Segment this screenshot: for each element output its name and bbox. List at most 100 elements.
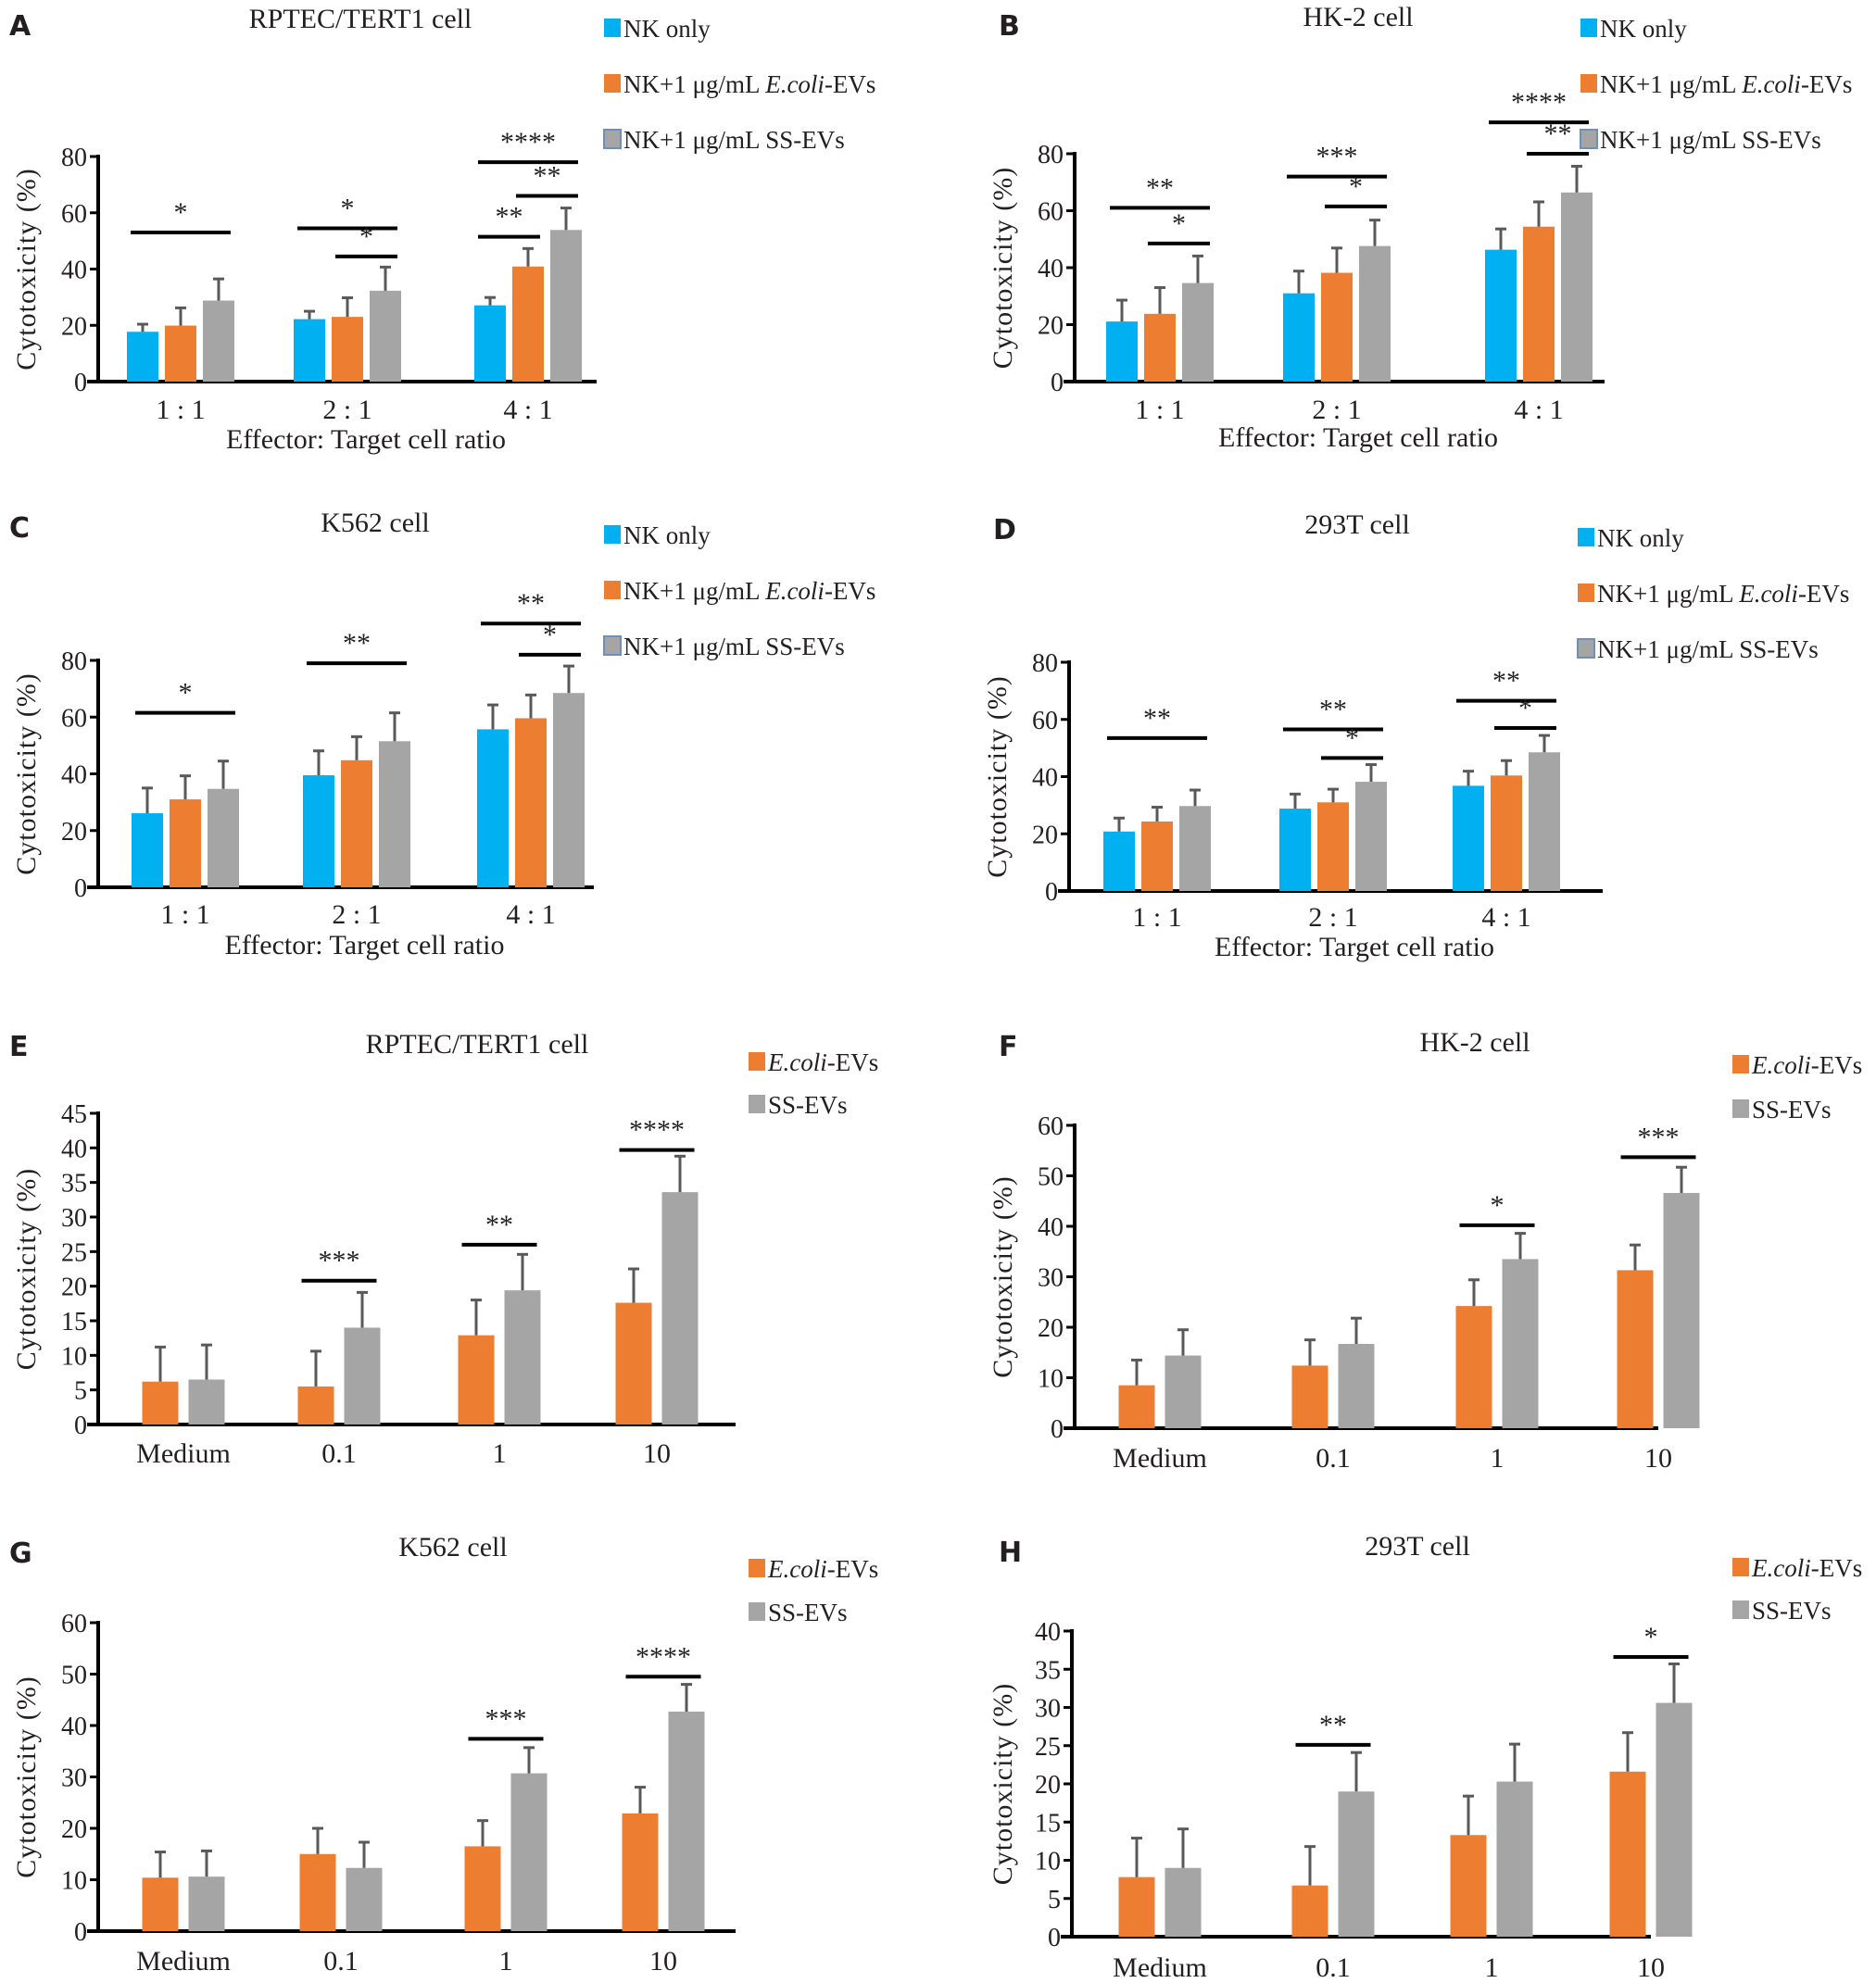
legend-label-italic: E.coli <box>1741 70 1801 98</box>
legend-swatch-nk_only <box>604 19 621 37</box>
legend-swatch-ss <box>1577 638 1595 659</box>
x-tick-label: 1 : 1 <box>160 899 209 930</box>
bar <box>615 1302 652 1424</box>
bar <box>1529 752 1560 891</box>
legend-label: SS-EVs <box>768 1091 848 1119</box>
significance-label: ** <box>485 1210 513 1240</box>
x-tick-label: 1 <box>499 1946 513 1977</box>
y-tick-label: 60 <box>1038 1112 1064 1141</box>
significance-label: ** <box>1146 172 1174 203</box>
significance-label: **** <box>636 1641 691 1672</box>
x-axis-title: Effector: Target cell ratio <box>225 930 505 960</box>
legend-swatch-ss <box>749 1095 765 1113</box>
bar <box>379 741 410 887</box>
x-tick-label: Medium <box>1113 1443 1207 1474</box>
legend: E.coli-EVs SS-EVs <box>1732 1554 1862 1625</box>
bar <box>332 317 363 382</box>
legend-swatch-ss <box>603 635 622 656</box>
significance-label: * <box>1644 1622 1658 1652</box>
bar <box>127 332 158 382</box>
legend-label-suffix: -EVs <box>827 1048 879 1076</box>
y-tick-label: 20 <box>61 1815 87 1844</box>
legend: E.coli-EVs SS-EVs <box>749 1555 878 1626</box>
y-tick-label: 10 <box>61 1867 87 1896</box>
legend-swatch-ss <box>603 129 622 149</box>
legend-label-text: NK+1 μg/mL <box>623 577 765 605</box>
significance-label: ** <box>496 202 523 232</box>
y-tick-label: 20 <box>1038 1314 1064 1343</box>
y-tick-label: 35 <box>61 1170 87 1199</box>
bar <box>170 799 201 887</box>
y-tick-label: 20 <box>1038 312 1064 341</box>
panel-letter: C <box>9 512 30 545</box>
legend-label-suffix: -EVs <box>827 1555 879 1583</box>
significance-label: * <box>1491 1190 1505 1221</box>
legend-swatch-ss <box>1732 1099 1749 1118</box>
y-tick-label: 10 <box>1038 1365 1064 1394</box>
legend-swatch-ss <box>1732 1600 1749 1619</box>
significance-label: * <box>543 620 557 650</box>
x-tick-label: 4 : 1 <box>503 395 552 425</box>
x-tick-label: 2 : 1 <box>1308 902 1357 933</box>
legend-label-text: SS-EVs <box>1752 1096 1832 1123</box>
legend-swatch-ecoli <box>1732 1055 1749 1073</box>
significance-label: ** <box>1319 695 1347 725</box>
significance-label: ** <box>534 161 561 192</box>
y-tick-label: 30 <box>1035 1695 1061 1724</box>
legend-swatch-ecoli <box>1580 74 1597 93</box>
legend-label: E.coli-EVs <box>1751 1554 1862 1582</box>
bar <box>1165 1355 1202 1428</box>
chart-title: RPTEC/TERT1 cell <box>366 1029 589 1060</box>
bar <box>622 1813 659 1931</box>
panel-letter: F <box>999 1031 1018 1063</box>
x-tick-label: 10 <box>1644 1443 1672 1474</box>
legend-label-text: NK+1 μg/mL SS-EVs <box>1597 635 1819 663</box>
y-tick-label: 50 <box>1038 1163 1064 1192</box>
legend-label: E.coli-EVs <box>767 1555 878 1583</box>
y-tick-label: 80 <box>1038 141 1064 169</box>
legend-label-text: NK+1 μg/mL SS-EVs <box>623 633 845 660</box>
panel-g: G K562 cell 0 10 20 30 40 50 60 Cytotoxicity (%) M… <box>9 1532 878 1977</box>
x-tick-label: 2 : 1 <box>332 899 381 930</box>
bar <box>1656 1702 1693 1937</box>
y-tick-label: 40 <box>61 761 87 790</box>
x-axis-title: Effector: Target cell ratio <box>1218 422 1498 453</box>
series-ecoli <box>142 1267 652 1424</box>
significance-label: *** <box>319 1246 360 1276</box>
y-axis-title: Cytotoxicity (%) <box>982 675 1013 877</box>
legend-swatch-ss <box>1580 129 1598 149</box>
y-tick-label: 20 <box>1035 1771 1061 1800</box>
y-tick-label: 0 <box>1048 1924 1061 1952</box>
bar <box>661 1192 699 1424</box>
legend: NK only NK+1 μg/mL E.coli-EVs NK+1 μg/mL S… <box>1577 524 1849 663</box>
series-ecoli <box>170 693 547 887</box>
bar <box>1455 1306 1492 1428</box>
legend-label: SS-EVs <box>1752 1096 1832 1123</box>
legend-label: NK+1 μg/mL SS-EVs <box>623 126 845 154</box>
x-tick-label: Medium <box>136 1946 231 1977</box>
series-ecoli <box>165 246 544 382</box>
bar <box>203 300 234 382</box>
y-tick-label: 20 <box>61 1274 87 1302</box>
bar <box>1141 821 1173 891</box>
legend-swatch-ecoli <box>604 581 621 599</box>
legend-label: NK only <box>623 521 711 549</box>
legend-label: NK+1 μg/mL SS-EVs <box>1600 126 1821 154</box>
y-tick-label: 40 <box>61 257 87 285</box>
significance-label: ** <box>343 628 371 659</box>
y-axis-title: Cytotoxicity (%) <box>11 168 42 370</box>
x-tick-label: 0.1 <box>323 1946 359 1977</box>
significance-label: *** <box>1638 1122 1680 1152</box>
y-tick-label: 60 <box>61 1610 87 1638</box>
series-nk_only <box>1106 227 1517 382</box>
x-tick-label: Medium <box>1113 1952 1207 1983</box>
y-tick-label: 0 <box>74 874 87 903</box>
significance-label: * <box>1349 171 1363 202</box>
legend-label-italic: E.coli <box>1751 1051 1811 1079</box>
bar <box>1450 1835 1487 1937</box>
y-axis-title: Cytotoxicity (%) <box>988 1683 1018 1885</box>
series-ss <box>188 1154 699 1424</box>
x-tick-label: 4 : 1 <box>1514 395 1563 425</box>
legend: NK only NK+1 μg/mL E.coli-EVs NK+1 μg/mL S… <box>603 521 875 660</box>
